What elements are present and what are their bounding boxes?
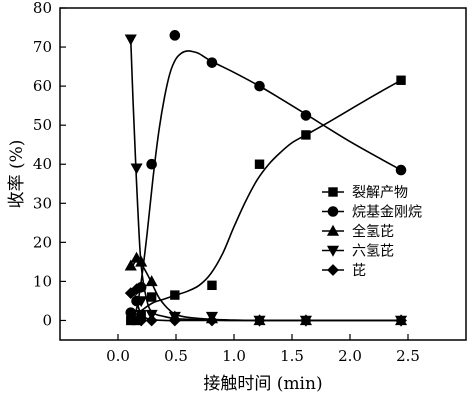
y-tick-label: 30 [33, 194, 52, 212]
data-markers [124, 30, 408, 327]
y-tick-label: 20 [33, 233, 52, 251]
series-line-1 [130, 79, 402, 320]
data-point-series-1 [301, 130, 311, 140]
legend-label: 裂解产物 [352, 185, 408, 201]
data-point-series-5 [395, 314, 407, 327]
y-tick-label: 40 [33, 155, 52, 173]
y-tick-label: 10 [33, 272, 52, 290]
legend-label: 六氢芘 [352, 244, 394, 260]
x-tick-label: 1.0 [222, 347, 246, 365]
data-point-series-3 [124, 259, 137, 271]
x-tick-label: 0.5 [164, 347, 188, 365]
data-point-series-4 [135, 296, 148, 308]
y-tick-label: 50 [33, 116, 52, 134]
x-tick-label: 2.5 [396, 347, 420, 365]
data-point-series-1 [396, 75, 406, 85]
x-axis-title: 接触时间 (min) [203, 374, 322, 394]
data-point-series-1 [170, 290, 180, 300]
data-point-series-5 [206, 314, 218, 327]
legend-marker [326, 245, 340, 257]
legend-label: 芘 [352, 263, 366, 279]
legend-marker [328, 187, 338, 197]
data-point-series-4 [124, 34, 137, 46]
data-point-series-4 [130, 163, 143, 175]
data-point-series-2 [300, 110, 312, 121]
data-point-series-5 [300, 314, 312, 327]
data-point-series-2 [125, 307, 137, 318]
x-tick-label: 2.0 [338, 347, 362, 365]
legend-label: 烷基金刚烷 [352, 204, 422, 221]
y-tick-label: 80 [33, 0, 52, 17]
data-point-series-2 [395, 164, 407, 176]
data-point-series-1 [254, 159, 265, 169]
plot-frame [59, 7, 467, 341]
data-point-series-1 [146, 292, 157, 302]
legend-label: 全氢芘 [352, 223, 394, 240]
legend-marker [326, 224, 340, 236]
y-tick-label: 0 [42, 311, 52, 329]
data-point-series-5 [145, 314, 158, 327]
legend-marker [327, 264, 339, 276]
legend-marker [327, 206, 339, 217]
data-point-series-2 [169, 30, 181, 41]
data-point-series-1 [207, 280, 217, 291]
data-point-series-3 [135, 255, 148, 267]
series-line-2 [130, 50, 402, 321]
data-point-series-5 [168, 314, 181, 327]
x-tick-label: 1.5 [280, 347, 304, 365]
y-tick-label: 60 [33, 77, 52, 95]
data-point-series-2 [254, 80, 265, 92]
y-tick-label: 70 [33, 38, 52, 56]
data-point-series-2 [206, 57, 218, 68]
data-point-series-3 [145, 275, 158, 287]
axis-ticks: 0.0 0.5 1.0 1.5 2.0 2.5 0 10 20 30 40 50 60 70 80 [33, 0, 420, 365]
data-point-series-5 [253, 314, 266, 327]
data-point-series-5 [130, 283, 143, 296]
data-point-series-5 [135, 314, 148, 327]
x-tick-label: 0.0 [106, 347, 130, 365]
data-point-series-2 [146, 158, 157, 170]
y-axis-title: 收率 (%) [7, 140, 27, 209]
